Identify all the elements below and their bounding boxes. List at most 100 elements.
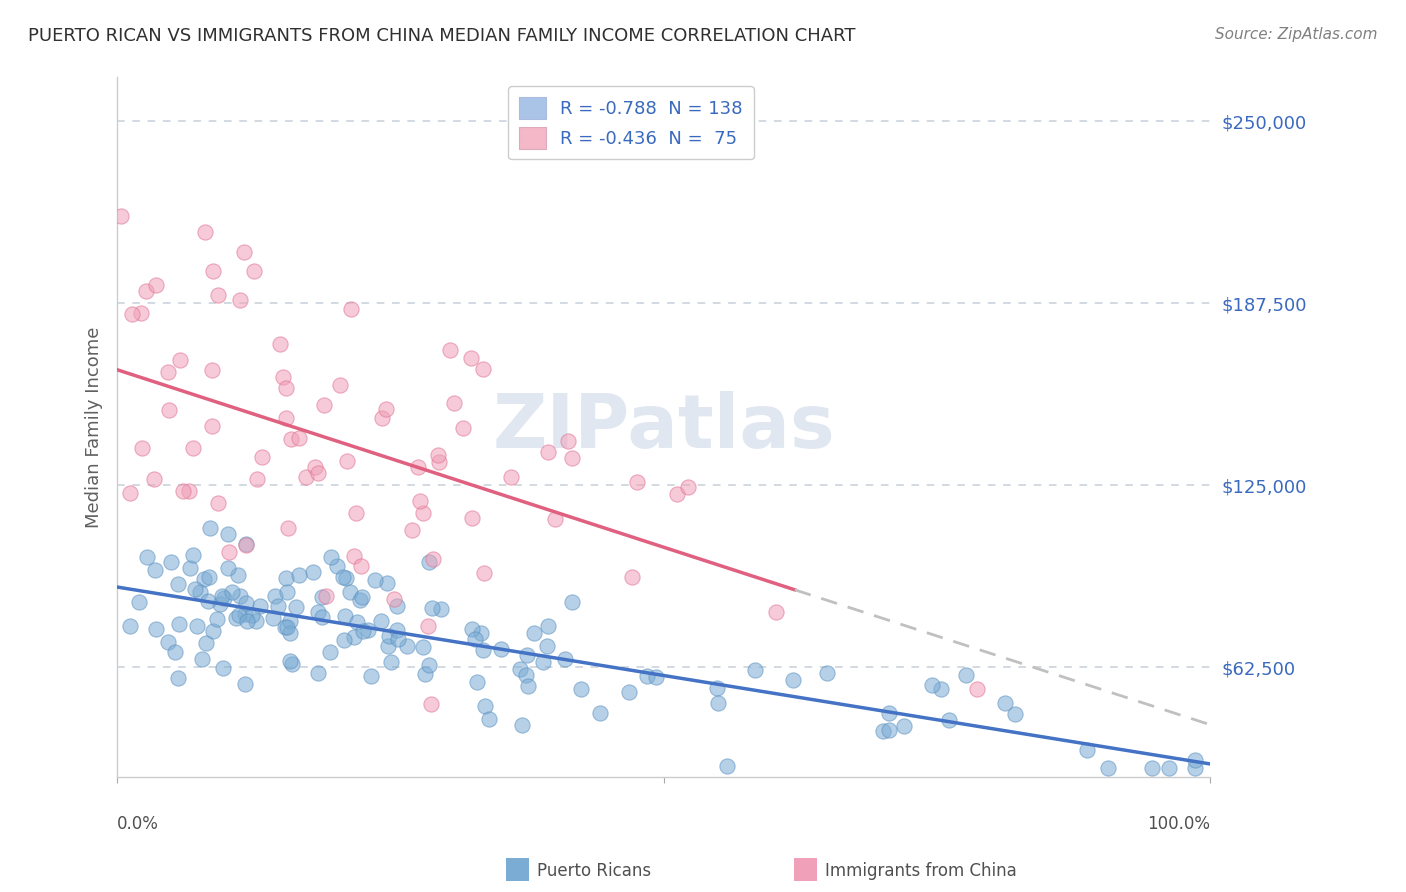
Point: [678, 480, 700, 494]
Point: [385, 624, 408, 638]
Point: [131, 442, 153, 456]
Point: [360, 669, 382, 683]
Point: [451, 421, 474, 435]
Point: [179, 484, 201, 499]
Point: [311, 590, 333, 604]
Point: [221, 585, 243, 599]
Point: [380, 655, 402, 669]
Point: [271, 370, 294, 384]
Point: [408, 460, 430, 475]
Point: [269, 336, 291, 351]
Point: [877, 723, 900, 737]
Point: [208, 597, 231, 611]
Point: [1157, 761, 1180, 775]
Point: [228, 568, 250, 582]
Point: [321, 550, 343, 565]
Point: [461, 622, 484, 636]
Point: [280, 433, 302, 447]
Point: [1184, 761, 1206, 775]
Point: [420, 601, 443, 615]
Point: [569, 682, 592, 697]
Point: [163, 645, 186, 659]
Point: [197, 594, 219, 608]
Point: [228, 607, 250, 622]
Point: [489, 641, 512, 656]
Point: [288, 568, 311, 582]
Point: [522, 626, 544, 640]
Point: [418, 658, 440, 673]
Point: [429, 602, 451, 616]
Point: [333, 633, 356, 648]
Point: [280, 657, 302, 672]
Point: [460, 351, 482, 366]
Point: [335, 571, 357, 585]
Point: [557, 434, 579, 449]
Point: [443, 395, 465, 409]
Point: [217, 526, 239, 541]
Point: [1076, 743, 1098, 757]
Point: [212, 661, 235, 675]
Point: [333, 609, 356, 624]
Point: [464, 632, 486, 646]
Point: [201, 419, 224, 434]
Point: [194, 225, 217, 239]
Point: [620, 569, 643, 583]
Point: [181, 548, 204, 562]
Point: [510, 717, 533, 731]
Point: [160, 555, 183, 569]
Point: [235, 596, 257, 610]
Point: [201, 363, 224, 377]
Point: [245, 614, 267, 628]
Point: [184, 582, 207, 596]
Point: [233, 676, 256, 690]
Point: [471, 362, 494, 376]
Point: [385, 599, 408, 613]
Point: [626, 475, 648, 490]
Point: [374, 402, 396, 417]
Point: [387, 632, 409, 646]
Point: [344, 506, 367, 520]
Point: [537, 445, 560, 459]
Point: [314, 398, 336, 412]
Point: [243, 264, 266, 278]
Point: [128, 595, 150, 609]
Point: [288, 431, 311, 445]
Point: [307, 606, 329, 620]
Point: [1142, 761, 1164, 775]
Point: [131, 306, 153, 320]
Point: [644, 670, 666, 684]
Point: [156, 634, 179, 648]
Point: [619, 685, 641, 699]
Point: [198, 520, 221, 534]
Point: [499, 470, 522, 484]
Point: [217, 561, 239, 575]
Point: [474, 699, 496, 714]
Point: [938, 714, 960, 728]
Point: [765, 606, 787, 620]
Point: [561, 450, 583, 465]
Point: [307, 665, 329, 680]
Point: [371, 410, 394, 425]
Point: [665, 487, 688, 501]
Point: [207, 496, 229, 510]
Point: [233, 607, 256, 621]
Point: [877, 706, 900, 720]
Point: [413, 667, 436, 681]
Point: [235, 537, 257, 551]
Point: [439, 343, 461, 358]
Text: Puerto Ricans: Puerto Ricans: [537, 862, 651, 880]
Point: [304, 460, 326, 475]
Point: [329, 377, 352, 392]
Point: [465, 675, 488, 690]
Point: [561, 595, 583, 609]
Point: [278, 654, 301, 668]
Point: [201, 264, 224, 278]
Point: [274, 381, 297, 395]
Point: [636, 668, 658, 682]
Point: [218, 544, 240, 558]
Point: [274, 620, 297, 634]
Text: Immigrants from China: Immigrants from China: [825, 862, 1017, 880]
Legend: R = -0.788  N = 138, R = -0.436  N =  75: R = -0.788 N = 138, R = -0.436 N = 75: [508, 87, 754, 160]
Point: [332, 570, 354, 584]
Point: [285, 599, 308, 614]
